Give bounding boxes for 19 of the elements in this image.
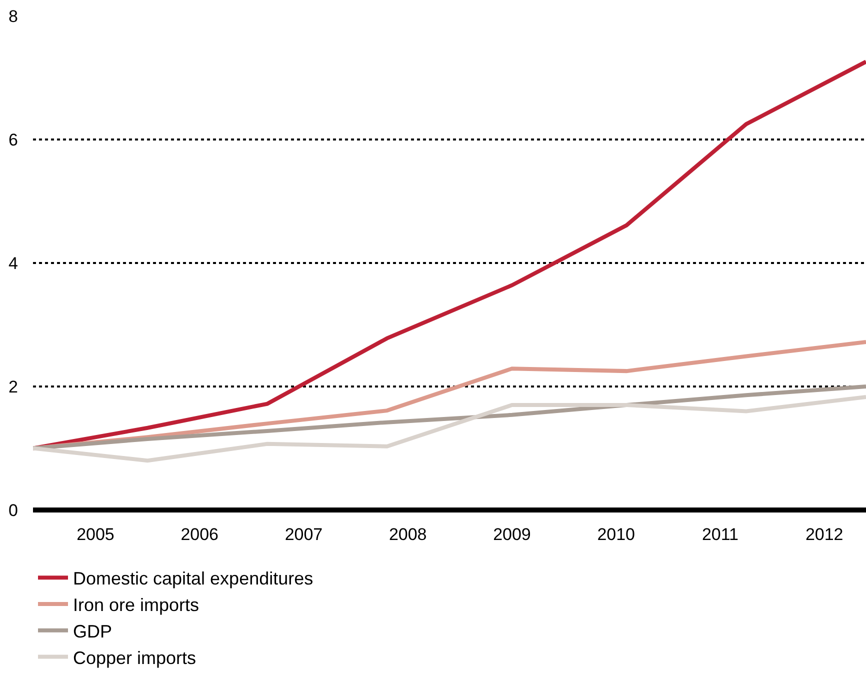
x-tick-label: 2009 <box>493 525 531 544</box>
x-tick-label: 2008 <box>388 525 427 544</box>
x-tick-label: 2007 <box>284 525 323 544</box>
line-series <box>33 384 866 450</box>
y-tick-label: 0 <box>8 500 18 520</box>
x-tick-label: 2010 <box>597 525 636 544</box>
y-tick-label: 4 <box>8 254 18 273</box>
y-tick-label: 8 <box>8 6 18 26</box>
legend-label: GDP <box>73 621 112 642</box>
x-tick-label: 2006 <box>180 525 219 544</box>
line-series <box>33 395 866 463</box>
x-tick-label: 2011 <box>702 525 738 544</box>
legend-label: Iron ore imports <box>73 595 200 616</box>
y-tick-label: 6 <box>8 130 18 150</box>
legend-label: Domestic capital expenditures <box>73 568 314 589</box>
legend-label: Copper imports <box>73 648 196 668</box>
x-tick-label: 2012 <box>805 525 844 544</box>
y-tick-label: 2 <box>8 377 18 396</box>
x-tick-label: 2005 <box>76 525 114 544</box>
